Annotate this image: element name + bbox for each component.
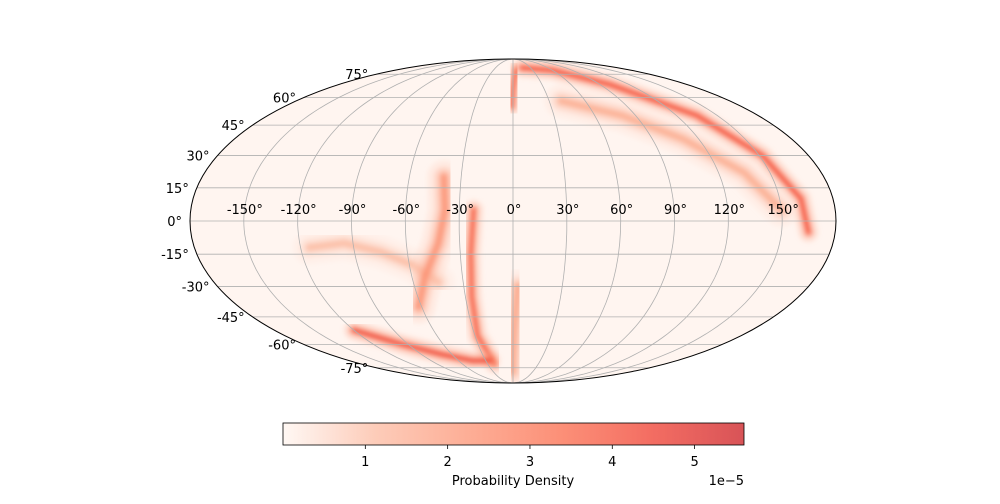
longitude-tick-label: 0° (507, 203, 522, 218)
latitude-tick-label: 30° (186, 150, 209, 165)
longitude-tick-label: -90° (339, 203, 367, 218)
longitude-tick-label: -60° (392, 203, 420, 218)
longitude-tick-labels: -150° -120° -90° -60° -30° 0° 30° 60° 90° 120° 150… (227, 203, 799, 218)
colorbar-tick-label: 3 (526, 455, 534, 470)
latitude-tick-label: -30° (182, 280, 210, 295)
density-arc (343, 319, 501, 371)
latitude-tick-label: 60° (273, 91, 296, 106)
latitude-tick-label: -15° (161, 248, 189, 263)
latitude-tick-label: -60° (268, 339, 296, 354)
colorbar-tick-label: 4 (608, 455, 616, 470)
density-arc (501, 59, 527, 117)
latitude-tick-label: 0° (167, 215, 182, 230)
latitude-tick-label: 45° (222, 119, 245, 134)
colorbar-ticks: 1 2 3 4 5 (361, 445, 699, 470)
latitude-tick-label: -75° (341, 362, 369, 377)
map-outline (189, 58, 837, 384)
density-arc (460, 199, 505, 374)
longitude-tick-label: -30° (446, 203, 474, 218)
longitude-tick-label: -150° (227, 203, 263, 218)
colorbar: 1 2 3 4 5 Probability Density 1e−5 (282, 422, 745, 489)
longitude-tick-label: 60° (610, 203, 633, 218)
longitude-tick-label: 120° (714, 203, 745, 218)
colorbar-label: Probability Density (452, 474, 575, 489)
longitude-tick-label: -120° (281, 203, 317, 218)
colorbar-tick-label: 2 (444, 455, 452, 470)
colorbar-gradient (282, 422, 745, 446)
longitude-tick-label: 150° (768, 203, 799, 218)
latitude-tick-labels: 75° 60° 45° 30° 15° 0° -15° -30° -45° -60° -75° (161, 68, 368, 377)
longitude-tick-label: 90° (664, 203, 687, 218)
colorbar-tick-label: 5 (690, 455, 698, 470)
colorbar-tick-label: 1 (361, 455, 369, 470)
longitude-tick-label: 30° (556, 203, 579, 218)
latitude-tick-label: 15° (166, 182, 189, 197)
colorbar-offset-text: 1e−5 (709, 474, 744, 489)
latitude-tick-label: 75° (345, 68, 368, 83)
graticule-grid (190, 59, 836, 383)
latitude-tick-label: -45° (217, 311, 245, 326)
density-arc (544, 84, 799, 227)
